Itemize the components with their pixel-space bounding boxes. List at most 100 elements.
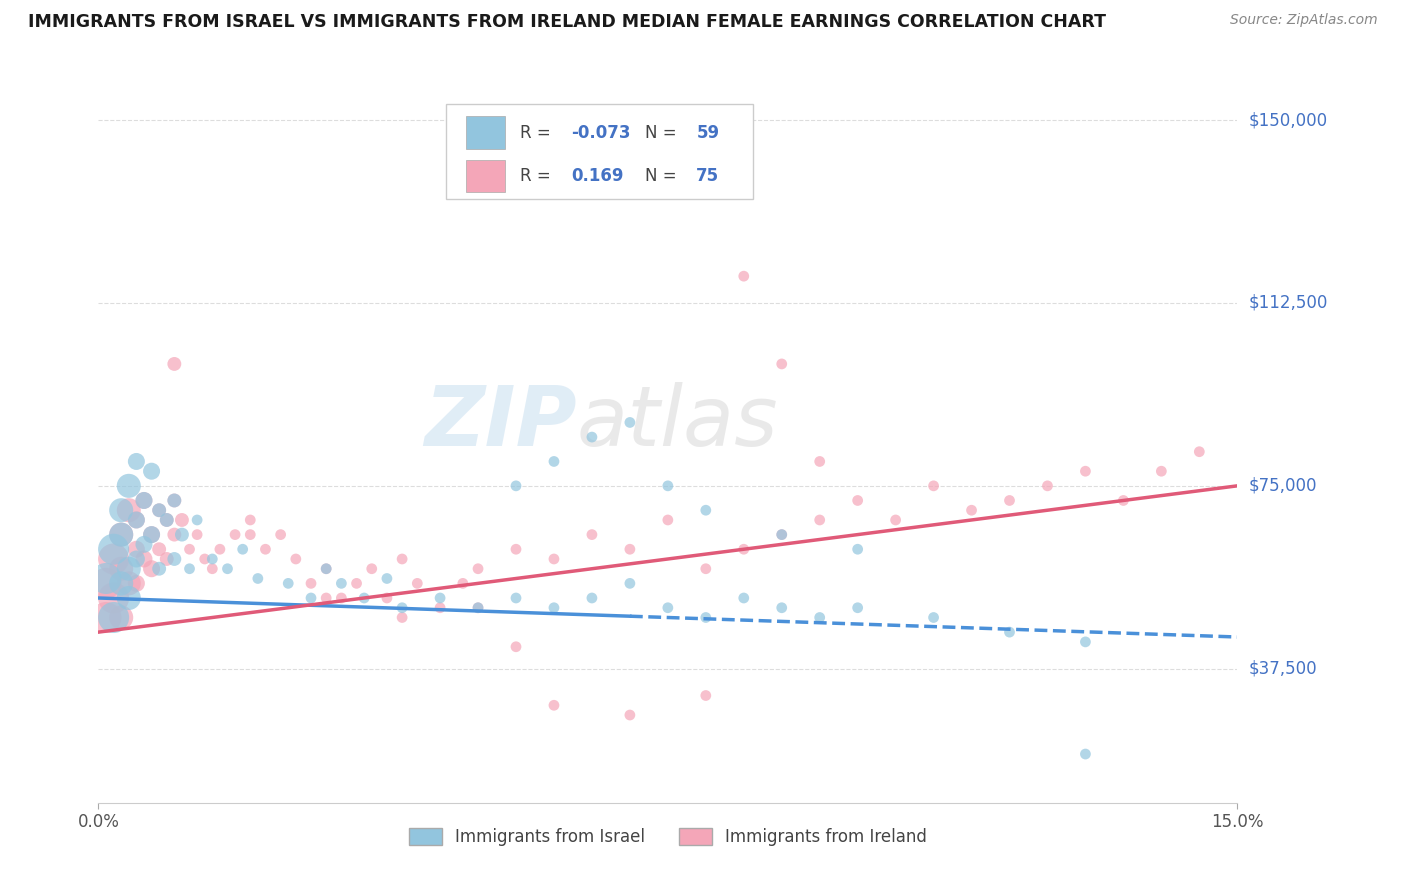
- Point: [156, 552, 179, 566]
- Point: [451, 576, 474, 591]
- Point: [846, 600, 869, 615]
- Point: [118, 591, 141, 605]
- Point: [132, 537, 155, 551]
- Point: [960, 503, 983, 517]
- Point: [170, 513, 193, 527]
- Text: 0.169: 0.169: [571, 168, 623, 186]
- Text: ZIP: ZIP: [425, 382, 576, 463]
- Point: [125, 513, 148, 527]
- Text: atlas: atlas: [576, 382, 779, 463]
- Point: [239, 527, 262, 541]
- Point: [110, 562, 132, 576]
- Point: [163, 552, 186, 566]
- Point: [657, 479, 679, 493]
- Point: [808, 454, 831, 468]
- Point: [770, 357, 793, 371]
- Point: [1074, 635, 1097, 649]
- Point: [770, 600, 793, 615]
- Point: [581, 430, 603, 444]
- Point: [156, 513, 179, 527]
- Point: [808, 610, 831, 624]
- Point: [429, 600, 451, 615]
- Point: [1036, 479, 1059, 493]
- Point: [619, 576, 641, 591]
- Text: N =: N =: [645, 168, 682, 186]
- Point: [353, 591, 375, 605]
- Text: $75,000: $75,000: [1249, 477, 1317, 495]
- Point: [657, 600, 679, 615]
- Point: [141, 527, 163, 541]
- Text: $112,500: $112,500: [1249, 294, 1327, 312]
- Point: [330, 576, 353, 591]
- Legend: Immigrants from Israel, Immigrants from Ireland: Immigrants from Israel, Immigrants from …: [402, 822, 934, 853]
- Point: [619, 542, 641, 557]
- Point: [110, 576, 132, 591]
- Point: [179, 542, 201, 557]
- Point: [224, 527, 246, 541]
- Point: [406, 576, 429, 591]
- Point: [695, 503, 717, 517]
- Point: [375, 591, 398, 605]
- Point: [505, 542, 527, 557]
- Point: [391, 600, 413, 615]
- Text: R =: R =: [520, 123, 555, 142]
- Point: [733, 269, 755, 284]
- Point: [194, 552, 217, 566]
- Point: [998, 493, 1021, 508]
- Point: [846, 493, 869, 508]
- Point: [733, 542, 755, 557]
- Point: [110, 527, 132, 541]
- Point: [125, 576, 148, 591]
- Point: [132, 493, 155, 508]
- Point: [846, 542, 869, 557]
- Text: $150,000: $150,000: [1249, 112, 1327, 129]
- Point: [232, 542, 254, 557]
- Point: [118, 576, 141, 591]
- Point: [118, 562, 141, 576]
- Point: [330, 591, 353, 605]
- Point: [581, 527, 603, 541]
- Point: [391, 610, 413, 624]
- Point: [201, 562, 224, 576]
- Point: [125, 552, 148, 566]
- Point: [429, 591, 451, 605]
- Point: [186, 513, 208, 527]
- Point: [103, 591, 125, 605]
- Point: [110, 503, 132, 517]
- Point: [186, 527, 208, 541]
- Point: [132, 493, 155, 508]
- Text: -0.073: -0.073: [571, 123, 630, 142]
- Point: [125, 542, 148, 557]
- Point: [148, 562, 170, 576]
- Point: [467, 600, 489, 615]
- Point: [1074, 747, 1097, 761]
- Point: [1150, 464, 1173, 478]
- Point: [299, 576, 322, 591]
- FancyBboxPatch shape: [446, 104, 754, 200]
- Text: $37,500: $37,500: [1249, 660, 1317, 678]
- Point: [467, 600, 489, 615]
- Point: [201, 552, 224, 566]
- Point: [148, 503, 170, 517]
- Point: [657, 513, 679, 527]
- Point: [170, 527, 193, 541]
- Point: [733, 591, 755, 605]
- Point: [1112, 493, 1135, 508]
- Point: [163, 493, 186, 508]
- Point: [94, 572, 117, 586]
- Point: [125, 513, 148, 527]
- Point: [505, 591, 527, 605]
- Point: [254, 542, 277, 557]
- Point: [695, 689, 717, 703]
- Point: [346, 576, 368, 591]
- Point: [505, 640, 527, 654]
- Point: [103, 552, 125, 566]
- Point: [246, 572, 269, 586]
- Point: [163, 493, 186, 508]
- Text: 75: 75: [696, 168, 720, 186]
- Point: [299, 591, 322, 605]
- Point: [391, 552, 413, 566]
- Point: [110, 610, 132, 624]
- Point: [141, 527, 163, 541]
- Point: [125, 454, 148, 468]
